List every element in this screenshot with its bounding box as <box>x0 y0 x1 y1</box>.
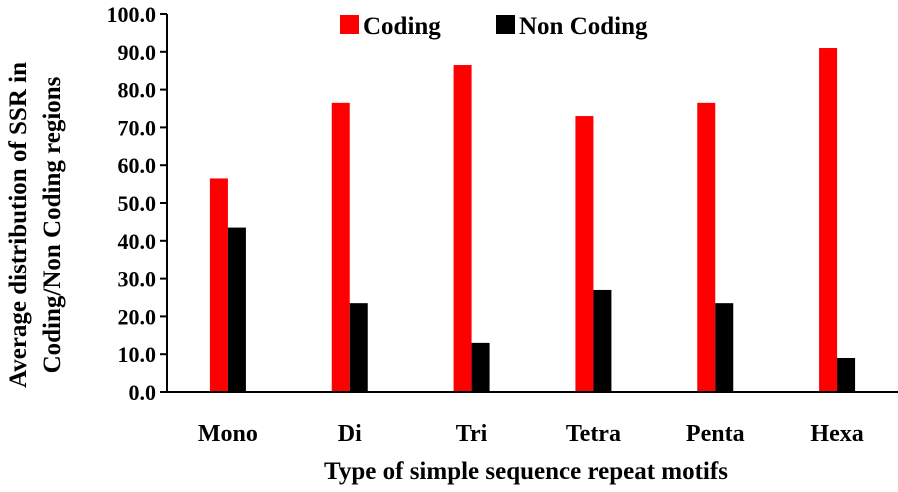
bar-di-coding <box>331 102 350 392</box>
y-tick-label: 90.0 <box>118 40 157 65</box>
legend-swatch-coding <box>340 15 359 34</box>
x-tick-label: Mono <box>198 421 258 447</box>
y-tick-label: 100.0 <box>107 2 157 27</box>
y-axis-title-line-1: Average distribution of SSR in <box>5 62 32 388</box>
y-tick-label: 50.0 <box>118 191 157 216</box>
y-tick-label: 80.0 <box>118 78 157 103</box>
bar-penta-coding <box>697 102 716 392</box>
x-tick-label: Hexa <box>810 421 863 447</box>
bar-penta-non-coding <box>715 303 734 392</box>
x-axis-labels: Mono Di Tri Tetra Penta Hexa <box>198 421 864 447</box>
legend-swatch-non-coding <box>496 15 515 34</box>
y-tick-label: 10.0 <box>118 342 157 367</box>
y-tick-label: 0.0 <box>129 380 157 405</box>
bars <box>209 48 856 393</box>
bar-di-non-coding <box>349 303 368 392</box>
legend: Coding Non Coding <box>340 13 648 40</box>
bar-hexa-non-coding <box>837 357 856 392</box>
x-tick-label: Di <box>338 421 362 447</box>
x-tick-label: Penta <box>686 421 745 447</box>
y-tick-label: 20.0 <box>118 304 157 329</box>
legend-label: Coding <box>363 13 441 40</box>
y-tick-label: 40.0 <box>118 229 157 254</box>
bar-mono-non-coding <box>227 227 246 392</box>
y-axis-ticks: 0.0 10.0 20.0 30.0 40.0 50.0 60.0 70.0 80.0 90.0 1… <box>107 2 167 405</box>
x-tick-label: Tetra <box>566 421 621 447</box>
y-tick-label: 60.0 <box>118 153 157 178</box>
y-axis-title-line-2: Coding/Non Coding regions <box>39 76 66 373</box>
y-tick-label: 70.0 <box>118 115 157 140</box>
x-tick-label: Tri <box>456 421 488 447</box>
y-axis-title: Average distribution of SSR in Coding/No… <box>5 62 66 388</box>
bar-tetra-coding <box>575 116 594 392</box>
bar-mono-coding <box>209 178 228 392</box>
bar-tetra-non-coding <box>593 289 612 392</box>
x-axis-title: Type of simple sequence repeat motifs <box>324 458 728 485</box>
bar-hexa-coding <box>819 48 838 393</box>
legend-label: Non Coding <box>519 13 648 40</box>
bar-tri-non-coding <box>471 342 490 392</box>
bar-tri-coding <box>453 65 472 392</box>
y-tick-label: 30.0 <box>118 267 157 292</box>
